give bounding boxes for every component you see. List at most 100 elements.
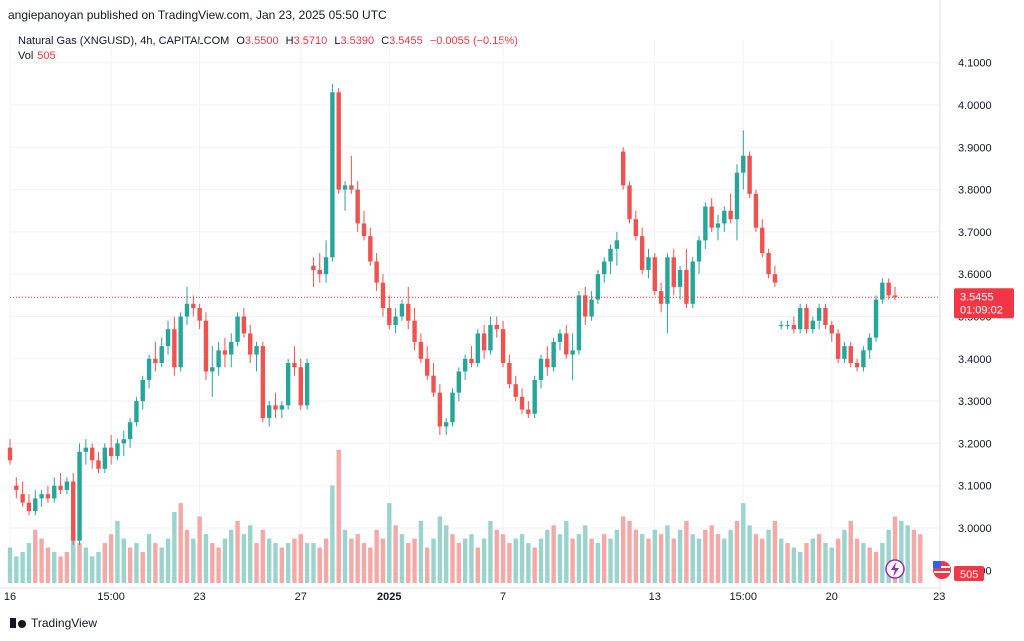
volume-bar (248, 525, 253, 583)
volume-bar (494, 529, 499, 583)
volume-bar (222, 538, 228, 583)
candle-body (203, 320, 209, 372)
candle-body (178, 316, 183, 368)
volume-bar (842, 529, 847, 583)
volume-bar (722, 538, 727, 583)
candle-body (248, 333, 253, 355)
volume-bar (235, 520, 240, 583)
volume-bar (797, 551, 803, 583)
candle-body (254, 346, 259, 355)
volume-bar (83, 547, 89, 583)
volume-bar (462, 538, 468, 583)
candle-body (260, 346, 266, 419)
volume-bar (469, 534, 474, 583)
volume-bar (266, 538, 272, 583)
flag-stripe (934, 571, 950, 573)
candle-body (241, 316, 247, 334)
candle-body (191, 303, 196, 309)
candle-body (696, 240, 702, 262)
volume-bar (671, 538, 676, 583)
candle-body (677, 269, 683, 287)
candle-body (570, 350, 575, 355)
volume-bar (20, 551, 25, 583)
volume-bar (867, 547, 872, 583)
last-price-badge (954, 288, 1014, 319)
volume-bar (570, 538, 575, 583)
volume-bar (336, 449, 341, 583)
candle-body (121, 439, 126, 444)
candle-body (488, 324, 493, 351)
volume-bar (854, 538, 860, 583)
candle-body (513, 384, 518, 397)
volume-bar (450, 534, 455, 583)
candle-body (829, 324, 834, 334)
candle-body (564, 333, 569, 355)
candle-body (140, 379, 145, 402)
volume-label[interactable]: Vol (18, 50, 34, 62)
volume-bar (899, 520, 904, 583)
candle-body (418, 341, 424, 359)
time-tick-label: 7 (500, 591, 506, 603)
candle-body (273, 405, 278, 410)
candle-body (64, 481, 70, 490)
tradingview-brand[interactable]: TradingView (10, 616, 97, 630)
volume-bar (545, 529, 550, 583)
candle-body (235, 316, 240, 342)
volume-bar (747, 525, 752, 583)
symbol-name[interactable]: Natural Gas (XNGUSD), 4h, CAPITALCOM (18, 35, 230, 47)
volume-bar (134, 543, 139, 583)
price-tick-label: 3.9000 (958, 142, 992, 154)
volume-bar (58, 556, 63, 583)
volume-bar (595, 543, 601, 583)
volume-bar (317, 547, 322, 583)
volume-bar (374, 529, 379, 583)
volume-bar (140, 551, 145, 583)
volume-bar (191, 538, 196, 583)
candle-body (368, 236, 373, 262)
volume-bar (652, 529, 657, 583)
close-label: C (381, 35, 390, 47)
candle-body (842, 346, 847, 359)
candle-body (77, 451, 82, 541)
volume-bar (576, 534, 582, 583)
volume-bar (880, 543, 885, 583)
candle-body (639, 236, 645, 270)
volume-bar (779, 538, 784, 583)
candle-body (576, 295, 582, 351)
close-value: 3.5455 (389, 35, 423, 47)
candle-body (779, 324, 784, 326)
volume-bar (532, 547, 537, 583)
candle-body (753, 193, 759, 228)
flag-stripe (934, 566, 950, 568)
candle-body (393, 316, 398, 325)
volume-bar (178, 503, 183, 583)
candle-body (108, 447, 114, 457)
volume-bar (513, 538, 518, 583)
candle-body (361, 223, 367, 237)
open-value: 3.5500 (244, 35, 279, 47)
candle-body (734, 172, 740, 220)
volume-bar (475, 547, 480, 583)
volume-bar (431, 538, 436, 583)
volume-bar (298, 534, 303, 583)
volume-bar (848, 520, 853, 583)
candle-body (165, 329, 171, 347)
candle-body (210, 367, 215, 372)
volume-bar (646, 538, 651, 583)
volume-bar (658, 534, 664, 583)
volume-bar (810, 538, 816, 583)
volume-bar (64, 551, 70, 583)
volume-bar (456, 543, 462, 583)
candle-body (39, 494, 44, 499)
candle-body (412, 320, 417, 342)
symbol-legend: Natural Gas (XNGUSD), 4h, CAPITALCOM O3.… (18, 34, 518, 64)
candle-body (791, 324, 797, 330)
candle-body (747, 155, 752, 194)
candle-body (557, 333, 563, 342)
volume-bar (684, 520, 689, 583)
volume-bar (734, 520, 740, 583)
volume-bar (279, 547, 285, 583)
volume-bar (39, 538, 44, 583)
candle-body (854, 363, 860, 368)
